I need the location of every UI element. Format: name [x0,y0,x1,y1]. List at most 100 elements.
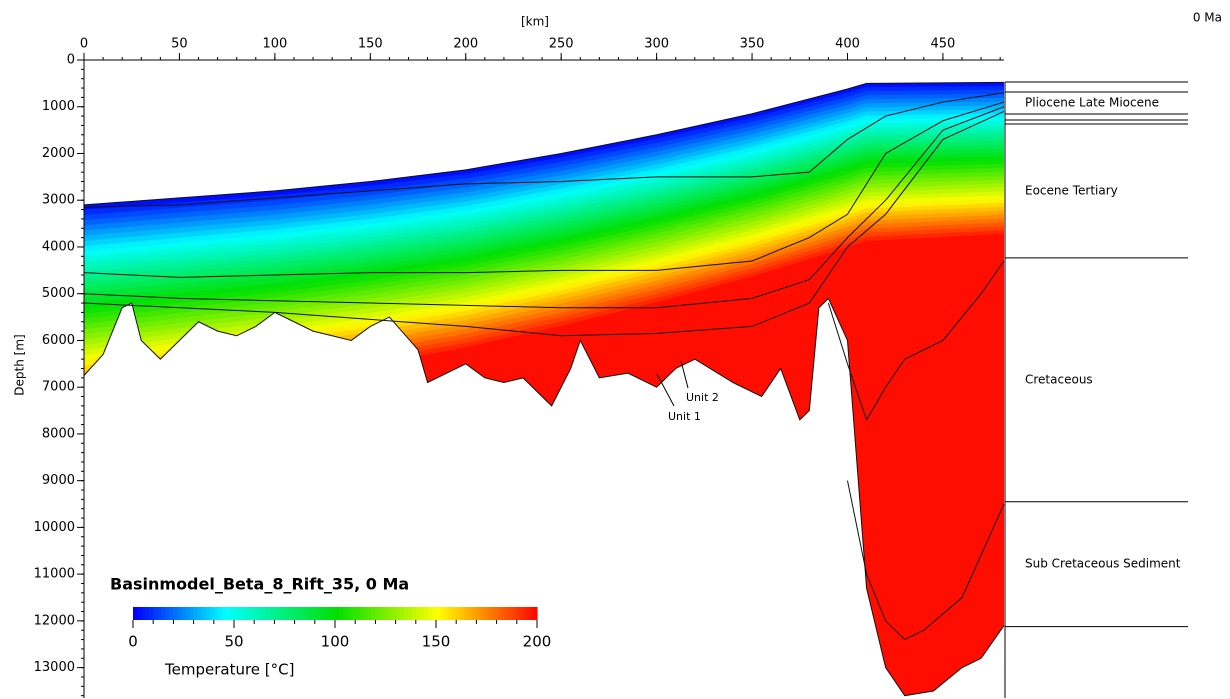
colorbar-cell [488,607,494,620]
annotation-arrow [680,360,689,389]
x-tick-label: 400 [835,37,860,52]
colorbar-cell [444,607,449,620]
colorbar-cell [367,607,372,620]
colorbar-cell [314,607,320,620]
colorbar-cell [520,607,526,620]
colorbar-cell [492,607,498,620]
y-tick-label: 2000 [42,146,75,161]
colorbar-cell [464,607,469,620]
y-tick-label: 7000 [42,380,75,395]
colorbar-cell [339,607,344,620]
x-tick-label: 150 [358,37,383,52]
y-tick-label: 5000 [42,286,75,301]
colorbar-cell [165,607,170,620]
colorbar-cell [387,607,393,620]
x-axis-label: [km] [521,15,549,29]
annotation-arrow [656,373,675,407]
colorbar-cell [351,607,356,620]
colorbar-cell [322,607,328,620]
unit-label: Eocene Tertiary [1025,183,1118,197]
colorbar-cell [407,607,413,620]
unit-label: Cretaceous [1025,372,1093,386]
colorbar-cell [516,607,522,620]
y-tick-label: 13000 [34,660,75,675]
colorbar-cell [205,607,211,620]
colorbar-cell [504,607,510,620]
x-tick-label: 300 [644,37,669,52]
colorbar-cell [145,607,150,620]
y-tick-label: 6000 [42,333,75,348]
x-tick-label: 450 [931,37,956,52]
colorbar-cell [181,607,187,620]
colorbar-cell [137,607,142,620]
colorbar-cell [177,607,183,620]
colorbar-cell [480,607,486,620]
colorbar-cell [258,607,263,620]
colorbar-cell [484,607,490,620]
y-tick-label: 4000 [42,239,75,254]
colorbar-cell [290,607,296,620]
horizon [83,110,1005,337]
colorbar-cell [274,607,280,620]
colorbar-cell [254,607,259,620]
colorbar-cell [448,607,453,620]
horizon [827,260,1005,422]
colorbar-cell [242,607,247,620]
colorbar-cell [282,607,288,620]
unit-label: Sub Cretaceous Sediment [1025,557,1181,571]
colorbar-cell [213,607,219,620]
colorbar-cell [326,607,332,620]
y-tick-label: 1000 [42,99,75,114]
colorbar-cell [476,607,482,620]
horizon [83,101,1005,278]
horizon [83,106,1005,309]
colorbar-cell [440,607,445,620]
colorbar-cell [363,607,368,620]
colorbar-cell [355,607,360,620]
colorbar-cell [399,607,405,620]
y-tick-label: 0 [67,53,75,68]
colorbar-tick-label: 50 [224,633,243,651]
colorbar-cell [436,607,441,620]
colorbar-cell [359,607,364,620]
colorbar-cell [460,607,465,620]
unit-label: Pliocene Late Miocene [1025,95,1159,109]
colorbar-cell [169,607,174,620]
horizon [83,92,1005,208]
colorbar-cell [419,607,425,620]
colorbar-cell [403,607,409,620]
y-tick-label: 9000 [42,473,75,488]
colorbar-label: Temperature [°C] [164,661,294,679]
colorbar-cell [500,607,506,620]
colorbar-cell [201,607,207,620]
colorbar-tick-label: 200 [523,633,552,651]
horizon [83,297,1005,697]
horizon [83,81,1005,206]
colorbar-cell [189,607,195,620]
colorbar-cell [234,607,239,620]
colorbar-cell [262,607,267,620]
colorbar-cell [238,607,243,620]
annotation: Unit 2 [686,391,719,404]
colorbar-cell [310,607,316,620]
colorbar-cell [379,607,385,620]
colorbar-cell [209,607,215,620]
colorbar-cell [391,607,397,620]
colorbar-cell [528,607,534,620]
colorbar-cell [246,607,251,620]
colorbar-cell [141,607,146,620]
colorbar-cell [335,607,340,620]
colorbar-cell [383,607,389,620]
colorbar-cell [472,607,477,620]
colorbar-tick-label: 100 [321,633,350,651]
colorbar-cell [343,607,348,620]
x-tick-label: 350 [740,37,765,52]
colorbar-cell [193,607,199,620]
colorbar-cell [431,607,437,620]
colorbar-cell [250,607,255,620]
colorbar-cell [347,607,352,620]
y-tick-label: 10000 [34,520,75,535]
colorbar-cell [221,607,227,620]
x-tick-label: 250 [549,37,574,52]
